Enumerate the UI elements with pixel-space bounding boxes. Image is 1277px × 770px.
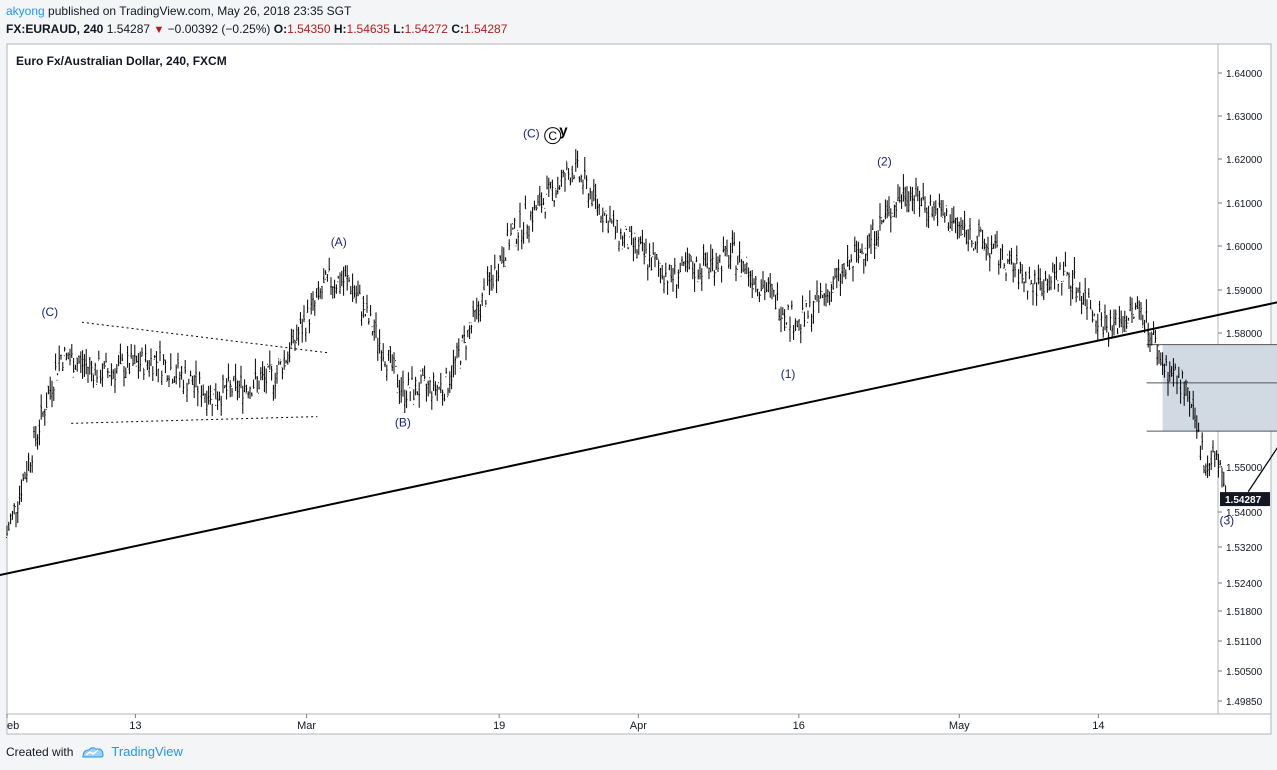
symbol-label: FX:EURAUD, 240 <box>6 22 104 36</box>
y-tick-label: 1.54000 <box>1226 508 1263 519</box>
ohlc-bars[interactable] <box>6 149 1227 538</box>
projection-arrow-up[interactable] <box>1247 395 1277 493</box>
high-label: H: <box>333 22 347 36</box>
y-tick-label: 1.49850 <box>1226 697 1263 708</box>
plot-area[interactable] <box>6 43 1219 715</box>
circle-wave-label: C <box>548 129 557 143</box>
y-tick-label: 1.50500 <box>1226 667 1263 678</box>
y-tick-label: 1.62000 <box>1226 155 1263 166</box>
wave-label: (A) <box>331 235 347 249</box>
y-tick-label: 1.60000 <box>1226 242 1263 253</box>
circle-wave-marker <box>544 127 562 145</box>
x-tick-label: 16 <box>793 720 805 732</box>
wave-degree-label: y <box>559 122 568 139</box>
y-tick-label: 1.58000 <box>1226 329 1263 340</box>
y-tick-label: 1.64000 <box>1226 69 1263 80</box>
wave-label: (2) <box>877 155 892 169</box>
footer: Created with TradingView <box>6 744 183 760</box>
close-value: 1.54287 <box>463 22 508 36</box>
wave-label: (3) <box>1219 513 1234 527</box>
published-text: published on TradingView.com, May 26, 20… <box>48 4 352 18</box>
y-tick-label: 1.51800 <box>1226 607 1263 618</box>
time-axis[interactable] <box>6 713 1272 735</box>
publish-info: akyong published on TradingView.com, May… <box>6 3 351 19</box>
high-value: 1.54635 <box>346 22 390 36</box>
low-label: L: <box>393 22 405 36</box>
x-tick-label: 19 <box>493 720 505 732</box>
y-tick-label: 1.53200 <box>1226 543 1263 554</box>
tradingview-logo-icon[interactable] <box>81 745 105 759</box>
created-with-text: Created with <box>6 745 74 759</box>
down-arrow-icon: ▼ <box>153 24 165 36</box>
open-value: 1.54350 <box>287 22 331 36</box>
x-tick-label: May <box>949 720 970 732</box>
y-tick-label: 1.52400 <box>1226 579 1263 590</box>
y-tick-label: 1.63000 <box>1226 112 1263 123</box>
close-label: C: <box>451 22 464 36</box>
current-price-value: 1.54287 <box>1225 495 1262 506</box>
wave-label: (C) <box>41 305 58 319</box>
y-tick-label: 1.59000 <box>1226 286 1263 297</box>
tradingview-brand[interactable]: TradingView <box>111 744 183 759</box>
symbol-bar: FX:EURAUD, 240 1.54287 ▼ −0.00392 (−0.25… <box>6 21 507 38</box>
x-tick-label: Apr <box>630 720 647 732</box>
low-value: 1.54272 <box>404 22 448 36</box>
current-price-tag <box>1220 492 1270 507</box>
x-tick-label: eb <box>7 720 19 732</box>
target-zone[interactable] <box>1162 344 1277 432</box>
y-tick-label: 1.55000 <box>1226 463 1263 474</box>
x-tick-label: Mar <box>297 720 316 732</box>
last-price: 1.54287 <box>106 22 151 36</box>
y-tick-label: 1.61000 <box>1226 199 1263 210</box>
wave-label: (C) <box>523 127 540 141</box>
chart-title: Euro Fx/Australian Dollar, 240, FXCM <box>16 54 227 68</box>
author-link[interactable]: akyong <box>6 4 45 18</box>
triangle-upper-line[interactable] <box>81 321 329 354</box>
triangle-lower-line[interactable] <box>71 416 318 424</box>
y-tick-label: 1.51100 <box>1226 637 1262 648</box>
open-label: O: <box>273 22 288 36</box>
x-tick-label: 14 <box>1092 720 1104 732</box>
price-change: −0.00392 (−0.25%) <box>167 22 271 36</box>
x-tick-label: 13 <box>129 720 141 732</box>
trend-line[interactable] <box>0 247 1277 577</box>
wave-label: (1) <box>781 367 796 381</box>
wave-label: (B) <box>395 416 411 430</box>
